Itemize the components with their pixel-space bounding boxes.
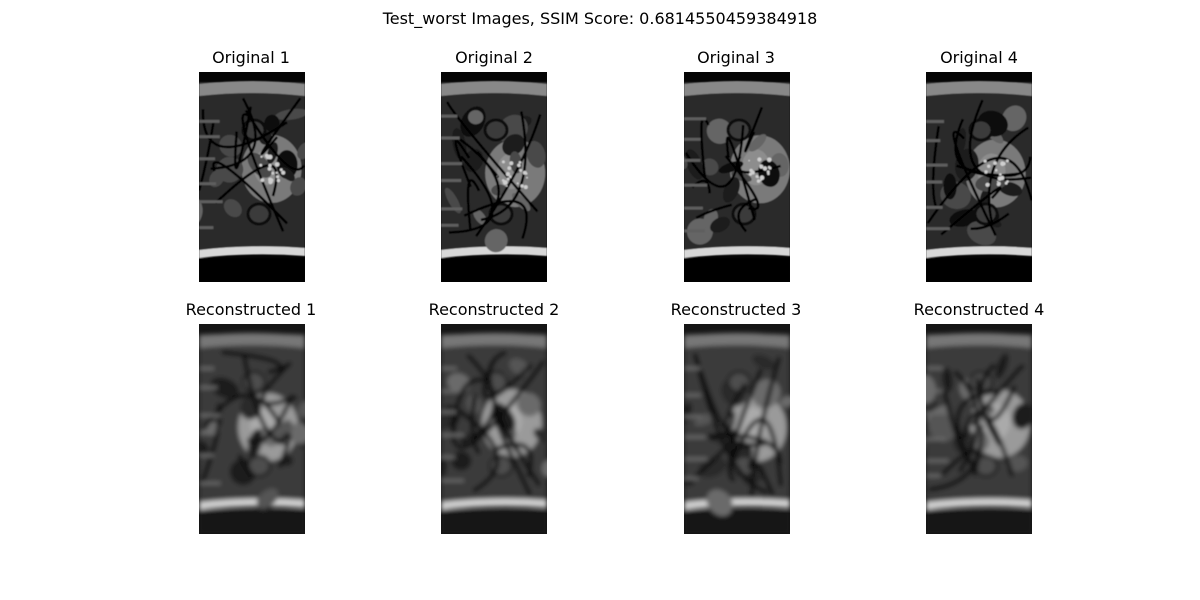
mri-image-original-4 (926, 72, 1032, 282)
mri-image-reconstructed-1 (199, 324, 305, 534)
panel-title: Reconstructed 3 (670, 300, 802, 319)
mri-slice-graphic (684, 72, 790, 282)
panel-title: Reconstructed 1 (185, 300, 317, 319)
panel-title: Reconstructed 2 (428, 300, 560, 319)
panel-title: Original 2 (455, 48, 533, 67)
mri-slice-graphic (441, 72, 547, 282)
panel-title: Original 1 (212, 48, 290, 67)
mri-slice-graphic (441, 324, 547, 534)
mri-image-reconstructed-3 (684, 324, 790, 534)
mri-image-reconstructed-4 (926, 324, 1032, 534)
panel-title: Original 3 (697, 48, 775, 67)
mri-image-original-2 (441, 72, 547, 282)
mri-slice-graphic (199, 324, 305, 534)
mri-image-reconstructed-2 (441, 324, 547, 534)
mri-slice-graphic (926, 72, 1032, 282)
mri-slice-graphic (926, 324, 1032, 534)
figure-title: Test_worst Images, SSIM Score: 0.6814550… (382, 9, 818, 28)
mri-image-original-1 (199, 72, 305, 282)
mri-slice-graphic (684, 324, 790, 534)
panel-title: Original 4 (940, 48, 1018, 67)
mri-slice-graphic (199, 72, 305, 282)
panel-title: Reconstructed 4 (913, 300, 1045, 319)
mri-image-original-3 (684, 72, 790, 282)
